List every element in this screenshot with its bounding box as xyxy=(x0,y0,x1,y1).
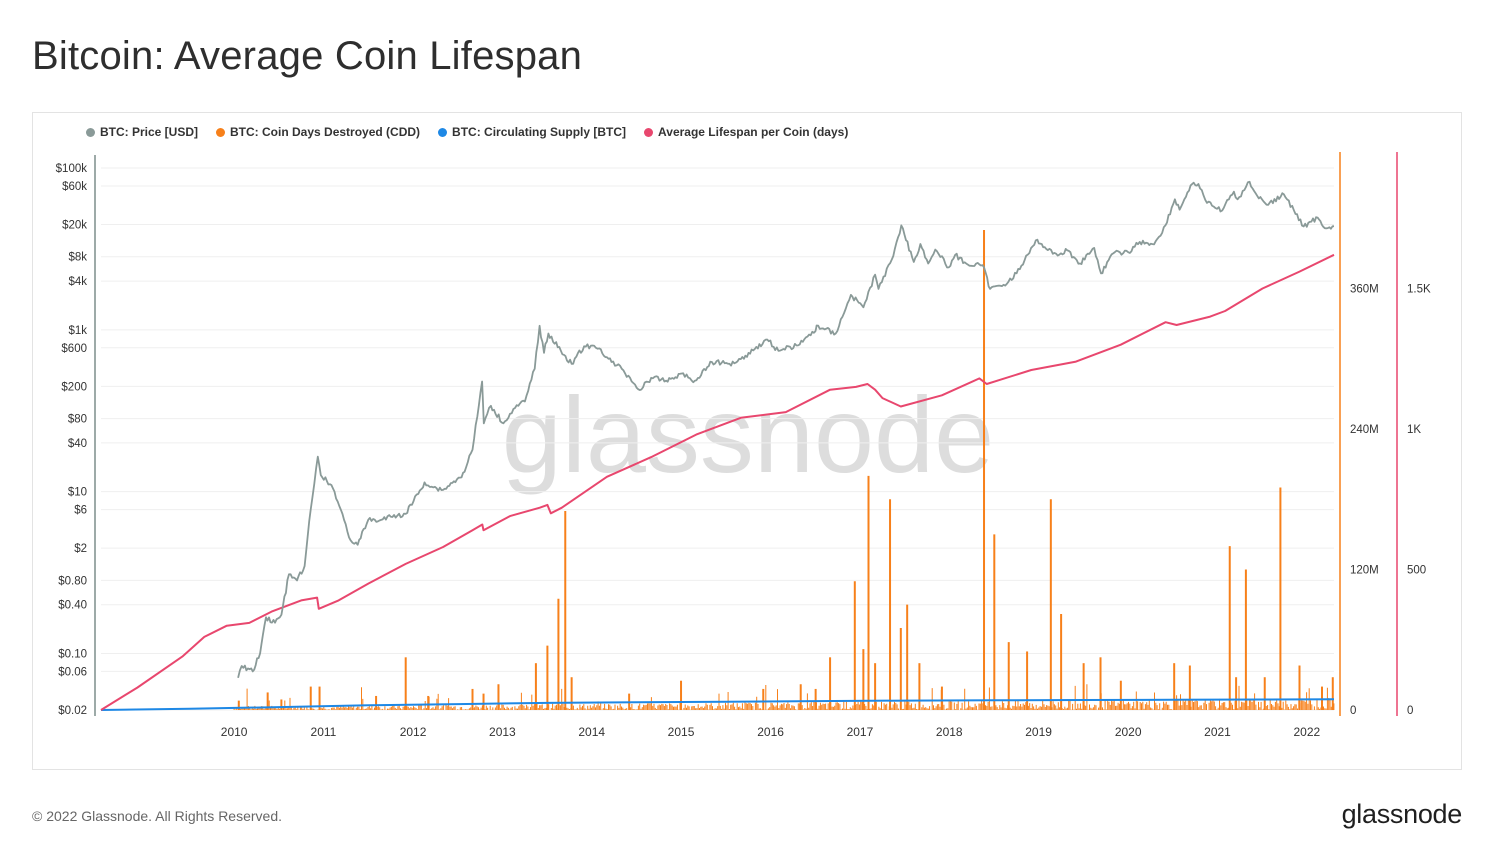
lifespan-tick-label: 1K xyxy=(1407,424,1421,436)
price-tick-label: $2 xyxy=(74,543,87,555)
legend-dot-supply xyxy=(438,127,448,137)
lifespan-tick-label: 500 xyxy=(1407,565,1426,577)
price-tick-label: $4k xyxy=(68,276,87,288)
price-tick-label: $200 xyxy=(61,381,87,393)
legend-item-cdd[interactable]: BTC: Coin Days Destroyed (CDD) xyxy=(216,125,420,139)
price-tick-label: $0.40 xyxy=(58,600,87,612)
supply-line xyxy=(100,698,1335,711)
legend-label-lifespan: Average Lifespan per Coin (days) xyxy=(658,125,849,139)
price-tick-label: $0.10 xyxy=(58,648,87,660)
x-tick-label: 2018 xyxy=(936,725,963,739)
tick-labels: $100k$60k$20k$8k$4k$1k$600$200$80$40$10$… xyxy=(56,163,1431,739)
legend-label-supply: BTC: Circulating Supply [BTC] xyxy=(452,125,627,139)
cdd-series xyxy=(233,229,1335,710)
price-tick-label: $0.80 xyxy=(58,575,87,587)
legend-label-cdd: BTC: Coin Days Destroyed (CDD) xyxy=(230,125,421,139)
x-tick-label: 2019 xyxy=(1025,725,1052,739)
grid-lines xyxy=(101,167,1334,711)
x-tick-label: 2021 xyxy=(1204,725,1231,739)
legend-item-lifespan[interactable]: Average Lifespan per Coin (days) xyxy=(644,125,848,139)
page-title: Bitcoin: Average Coin Lifespan xyxy=(32,34,583,78)
legend-dot-price xyxy=(86,127,95,137)
watermark-text: glassnode xyxy=(502,374,994,495)
lifespan-tick-label: 0 xyxy=(1407,705,1413,717)
legend-item-supply[interactable]: BTC: Circulating Supply [BTC] xyxy=(438,125,626,139)
legend-dot-lifespan xyxy=(644,127,654,137)
legend-label-price: BTC: Price [USD] xyxy=(100,125,199,139)
legend-item-price[interactable]: BTC: Price [USD] xyxy=(86,125,198,139)
cdd-tick-label: 0 xyxy=(1350,705,1356,717)
supply-series xyxy=(100,698,1335,711)
chart-panel xyxy=(32,112,1462,770)
price-tick-label: $0.06 xyxy=(58,666,87,678)
price-tick-label: $8k xyxy=(68,252,87,264)
cdd-tick-label: 360M xyxy=(1350,284,1379,296)
x-tick-label: 2017 xyxy=(847,725,874,739)
x-tick-label: 2016 xyxy=(757,725,784,739)
x-tick-label: 2012 xyxy=(400,725,427,739)
x-tick-label: 2015 xyxy=(668,725,695,739)
x-tick-label: 2011 xyxy=(311,725,337,739)
price-tick-label: $100k xyxy=(56,163,88,175)
chart-axes xyxy=(94,152,1398,716)
x-tick-label: 2013 xyxy=(489,725,516,739)
price-tick-label: $0.02 xyxy=(58,705,87,717)
cdd-tick-label: 240M xyxy=(1350,424,1379,436)
lifespan-tick-label: 1.5K xyxy=(1407,284,1431,296)
price-tick-label: $1k xyxy=(68,325,87,337)
price-tick-label: $40 xyxy=(68,438,87,450)
price-series xyxy=(237,180,1335,679)
x-tick-label: 2020 xyxy=(1115,725,1142,739)
x-tick-label: 2014 xyxy=(578,725,605,739)
price-tick-label: $6 xyxy=(74,505,87,517)
price-tick-label: $60k xyxy=(62,181,87,193)
price-tick-label: $20k xyxy=(62,220,87,232)
brand-logo[interactable]: glassnode xyxy=(1341,799,1463,829)
cdd-tick-label: 120M xyxy=(1350,565,1379,577)
x-tick-label: 2022 xyxy=(1293,725,1320,739)
copyright-footer: © 2022 Glassnode. All Rights Reserved. xyxy=(32,808,283,824)
legend-dot-cdd xyxy=(216,127,226,137)
cdd-noise xyxy=(233,684,1335,710)
lifespan-series xyxy=(100,253,1335,711)
price-line xyxy=(237,180,1335,679)
price-tick-label: $10 xyxy=(68,487,87,499)
chart-legend: BTC: Price [USD] BTC: Coin Days Destroye… xyxy=(86,125,848,139)
x-tick-label: 2010 xyxy=(221,725,248,739)
price-tick-label: $600 xyxy=(61,343,87,355)
price-tick-label: $80 xyxy=(68,414,87,426)
lifespan-line xyxy=(100,253,1335,711)
